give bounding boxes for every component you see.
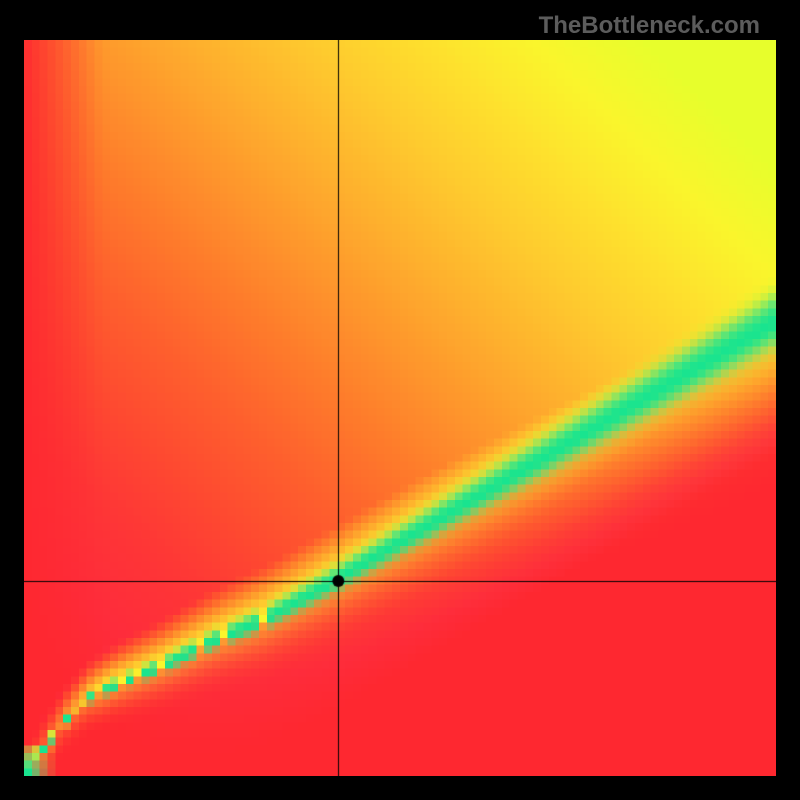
- crosshair-overlay: [24, 40, 776, 776]
- watermark-text: TheBottleneck.com: [539, 12, 760, 40]
- chart-container: TheBottleneck.com: [0, 0, 800, 800]
